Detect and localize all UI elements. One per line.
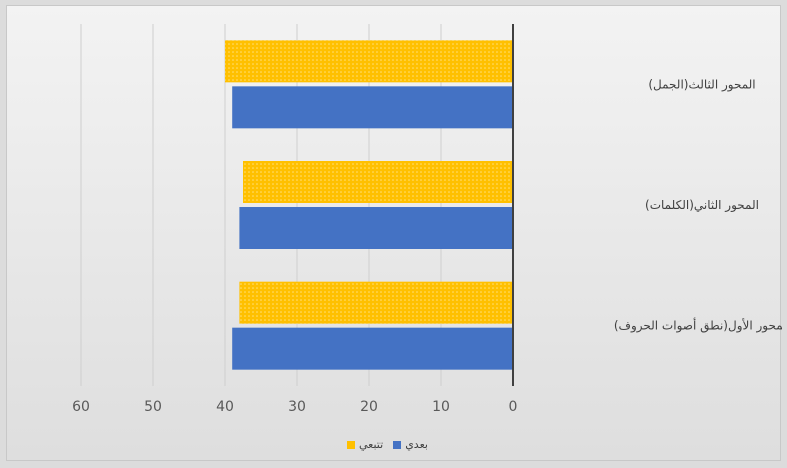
x-tick-label: 0 bbox=[509, 399, 518, 415]
x-tick-label: 30 bbox=[288, 399, 306, 415]
bar-series-1-cat-1 bbox=[232, 327, 513, 370]
legend: تتبعي بعدي bbox=[347, 438, 428, 451]
bar-series-1-cat-2 bbox=[239, 207, 513, 249]
category-label: المحور الأول(نطق أصوات الحروف) bbox=[614, 318, 782, 334]
x-tick-label: 40 bbox=[216, 399, 234, 415]
x-tick-label: 20 bbox=[360, 399, 378, 415]
bar-series-2-cat-1 bbox=[239, 281, 513, 324]
legend-swatch-series-1 bbox=[393, 440, 402, 449]
x-tick-label: 10 bbox=[432, 399, 450, 415]
chart-frame: المحور الأول(نطق أصوات الحروف) المحور الث… bbox=[6, 5, 782, 461]
bar-series-1-cat-3 bbox=[232, 86, 513, 129]
bar-chart: المحور الأول(نطق أصوات الحروف) المحور الث… bbox=[72, 24, 782, 415]
bar-series-2-cat-2 bbox=[243, 161, 513, 203]
legend-label-series-2: تتبعي bbox=[359, 438, 384, 451]
bar-series-2-cat-3 bbox=[225, 40, 513, 83]
legend-item-series-2: تتبعي bbox=[347, 438, 383, 451]
category-label: المحور الثاني(الكلمات) bbox=[645, 198, 759, 213]
legend-label-series-1: بعدي bbox=[405, 438, 428, 451]
x-tick-label: 50 bbox=[144, 399, 162, 415]
legend-swatch-series-2 bbox=[347, 440, 355, 449]
x-tick-label: 60 bbox=[72, 399, 90, 415]
category-label: المحور الثالث(الجمل) bbox=[648, 77, 755, 92]
legend-item-series-1: بعدي bbox=[393, 438, 428, 451]
